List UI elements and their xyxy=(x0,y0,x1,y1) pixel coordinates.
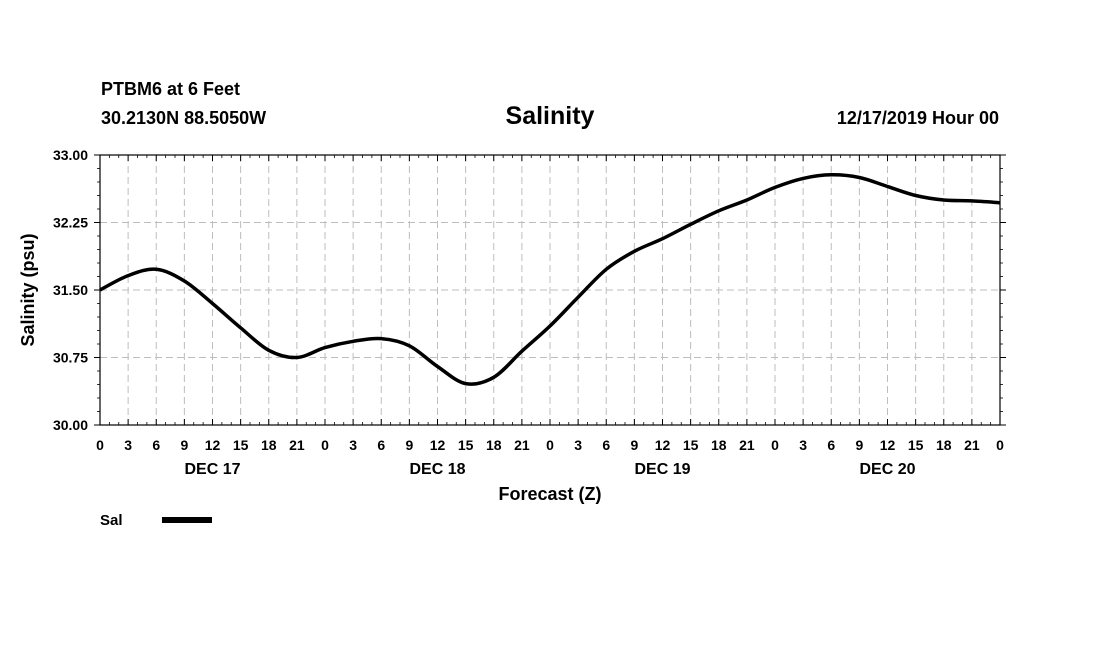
x-axis-title: Forecast (Z) xyxy=(498,484,601,504)
x-tick-label: 12 xyxy=(430,437,446,453)
x-tick-label: 6 xyxy=(152,437,160,453)
x-tick-label: 3 xyxy=(799,437,807,453)
chart-title: Salinity xyxy=(506,102,595,130)
day-label: DEC 20 xyxy=(859,461,915,478)
axis-ticks xyxy=(94,154,1006,426)
x-tick-label: 0 xyxy=(546,437,554,453)
chart-header: PTBM6 at 6 Feet 30.2130N 88.5050W Salini… xyxy=(101,79,999,130)
series-group xyxy=(99,173,1001,386)
y-tick-label: 30.00 xyxy=(53,417,88,433)
x-tick-label: 21 xyxy=(964,437,980,453)
y-tick-label: 30.75 xyxy=(53,350,88,366)
x-tick-label: 21 xyxy=(514,437,530,453)
y-tick-label: 31.50 xyxy=(53,282,88,298)
run-time-label: 12/17/2019 Hour 00 xyxy=(837,108,999,128)
x-tick-label: 15 xyxy=(458,437,474,453)
day-label: DEC 19 xyxy=(634,461,690,478)
series-line-sal xyxy=(99,173,1001,386)
y-axis-title: Salinity (psu) xyxy=(18,233,38,346)
x-tick-label: 15 xyxy=(233,437,249,453)
y-tick-label: 32.25 xyxy=(53,215,88,231)
x-tick-label: 0 xyxy=(771,437,779,453)
x-tick-label: 12 xyxy=(655,437,671,453)
legend-label-sal: Sal xyxy=(100,512,123,529)
x-tick-label: 0 xyxy=(96,437,104,453)
x-tick-label: 3 xyxy=(349,437,357,453)
x-tick-label: 6 xyxy=(377,437,385,453)
x-tick-label: 3 xyxy=(574,437,582,453)
x-tick-label: 12 xyxy=(880,437,896,453)
day-labels: DEC 17 DEC 18 DEC 19 DEC 20 xyxy=(184,461,915,478)
x-tick-label: 18 xyxy=(936,437,952,453)
x-tick-label: 9 xyxy=(405,437,413,453)
day-label: DEC 18 xyxy=(409,461,465,478)
station-label: PTBM6 at 6 Feet xyxy=(101,79,240,99)
y-tick-label: 33.00 xyxy=(53,147,88,163)
x-tick-labels: 0 3 6 9 12 15 18 21 0 3 6 9 12 15 18 21 0 3 6 9 12 15 18 21 0 3 6 9… xyxy=(96,437,1004,453)
x-tick-label: 12 xyxy=(205,437,221,453)
grid-lines xyxy=(100,155,1000,425)
x-tick-label: 21 xyxy=(739,437,755,453)
x-tick-label: 0 xyxy=(321,437,329,453)
x-tick-label: 6 xyxy=(827,437,835,453)
y-tick-labels: 30.00 30.75 31.50 32.25 33.00 xyxy=(53,147,88,433)
x-tick-label: 18 xyxy=(486,437,502,453)
x-tick-label: 18 xyxy=(711,437,727,453)
x-tick-label: 15 xyxy=(908,437,924,453)
x-tick-label: 0 xyxy=(996,437,1004,453)
legend: Sal xyxy=(100,512,212,529)
x-tick-label: 9 xyxy=(855,437,863,453)
x-tick-label: 18 xyxy=(261,437,277,453)
location-label: 30.2130N 88.5050W xyxy=(101,108,266,128)
x-tick-label: 6 xyxy=(602,437,610,453)
x-tick-label: 21 xyxy=(289,437,305,453)
x-tick-label: 9 xyxy=(180,437,188,453)
x-tick-label: 9 xyxy=(630,437,638,453)
day-label: DEC 17 xyxy=(184,461,240,478)
x-tick-label: 3 xyxy=(124,437,132,453)
x-tick-label: 15 xyxy=(683,437,699,453)
